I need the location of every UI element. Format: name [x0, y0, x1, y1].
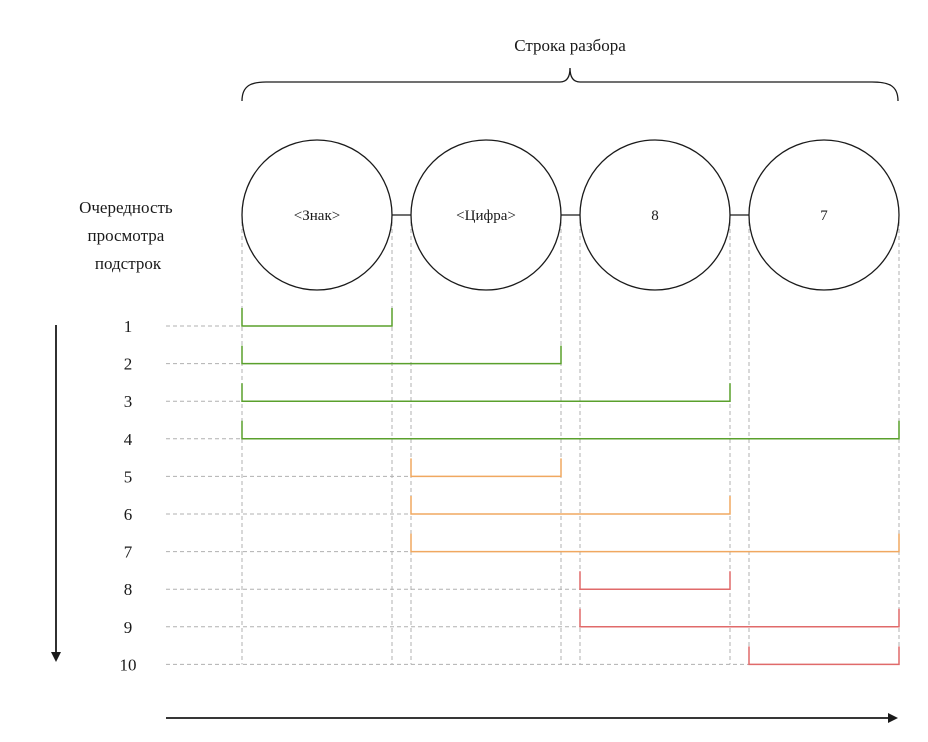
- parse-node: 7: [748, 139, 900, 291]
- parse-nodes: <Знак> <Цифра> 8 7: [241, 139, 900, 291]
- substring-bracket-1: [241, 308, 393, 327]
- substring-bracket-10: [748, 646, 900, 666]
- substring-bracket-9: [579, 608, 900, 628]
- parse-node: 8: [579, 139, 731, 291]
- substring-brackets: [241, 308, 900, 666]
- row-number: 5: [124, 467, 133, 486]
- view-order-label: Очередность просмотра подстрок: [79, 198, 177, 273]
- node-circle: [241, 139, 393, 291]
- parse-string-brace: [241, 67, 899, 102]
- node-label: 7: [820, 208, 828, 224]
- substring-bracket-5: [410, 458, 562, 478]
- row-number: 1: [124, 317, 133, 336]
- substring-bracket-6: [410, 496, 731, 515]
- row-number: 7: [124, 543, 133, 562]
- view-order-label-line-1: Очередность: [79, 198, 173, 217]
- view-order-label-line-3: подстрок: [95, 254, 162, 273]
- diagram-title: Строка разбора: [514, 36, 626, 55]
- parse-node: <Цифра>: [410, 139, 562, 291]
- node-label: 8: [651, 208, 659, 224]
- node-circle: [579, 139, 731, 291]
- substring-bracket-3: [241, 383, 731, 402]
- row-number: 6: [124, 505, 133, 524]
- row-number: 8: [124, 580, 133, 599]
- row-numbers: 1 2 3 4 5 6 7 8 9 10: [120, 317, 137, 674]
- row-number: 4: [124, 430, 133, 449]
- row-number: 9: [124, 618, 133, 637]
- parse-node: <Знак>: [241, 139, 393, 291]
- node-circle: [410, 139, 562, 291]
- node-circle: [748, 139, 900, 291]
- substring-bracket-8: [579, 571, 731, 590]
- substring-bracket-2: [241, 345, 562, 365]
- node-label: <Цифра>: [456, 208, 516, 224]
- view-order-label-line-2: просмотра: [87, 226, 164, 245]
- row-number: 2: [124, 355, 133, 374]
- row-number: 10: [120, 655, 137, 674]
- row-guides: [166, 325, 749, 665]
- row-number: 3: [124, 392, 133, 411]
- substring-bracket-4: [241, 420, 900, 440]
- node-label: <Знак>: [294, 208, 340, 224]
- substring-bracket-7: [410, 533, 900, 553]
